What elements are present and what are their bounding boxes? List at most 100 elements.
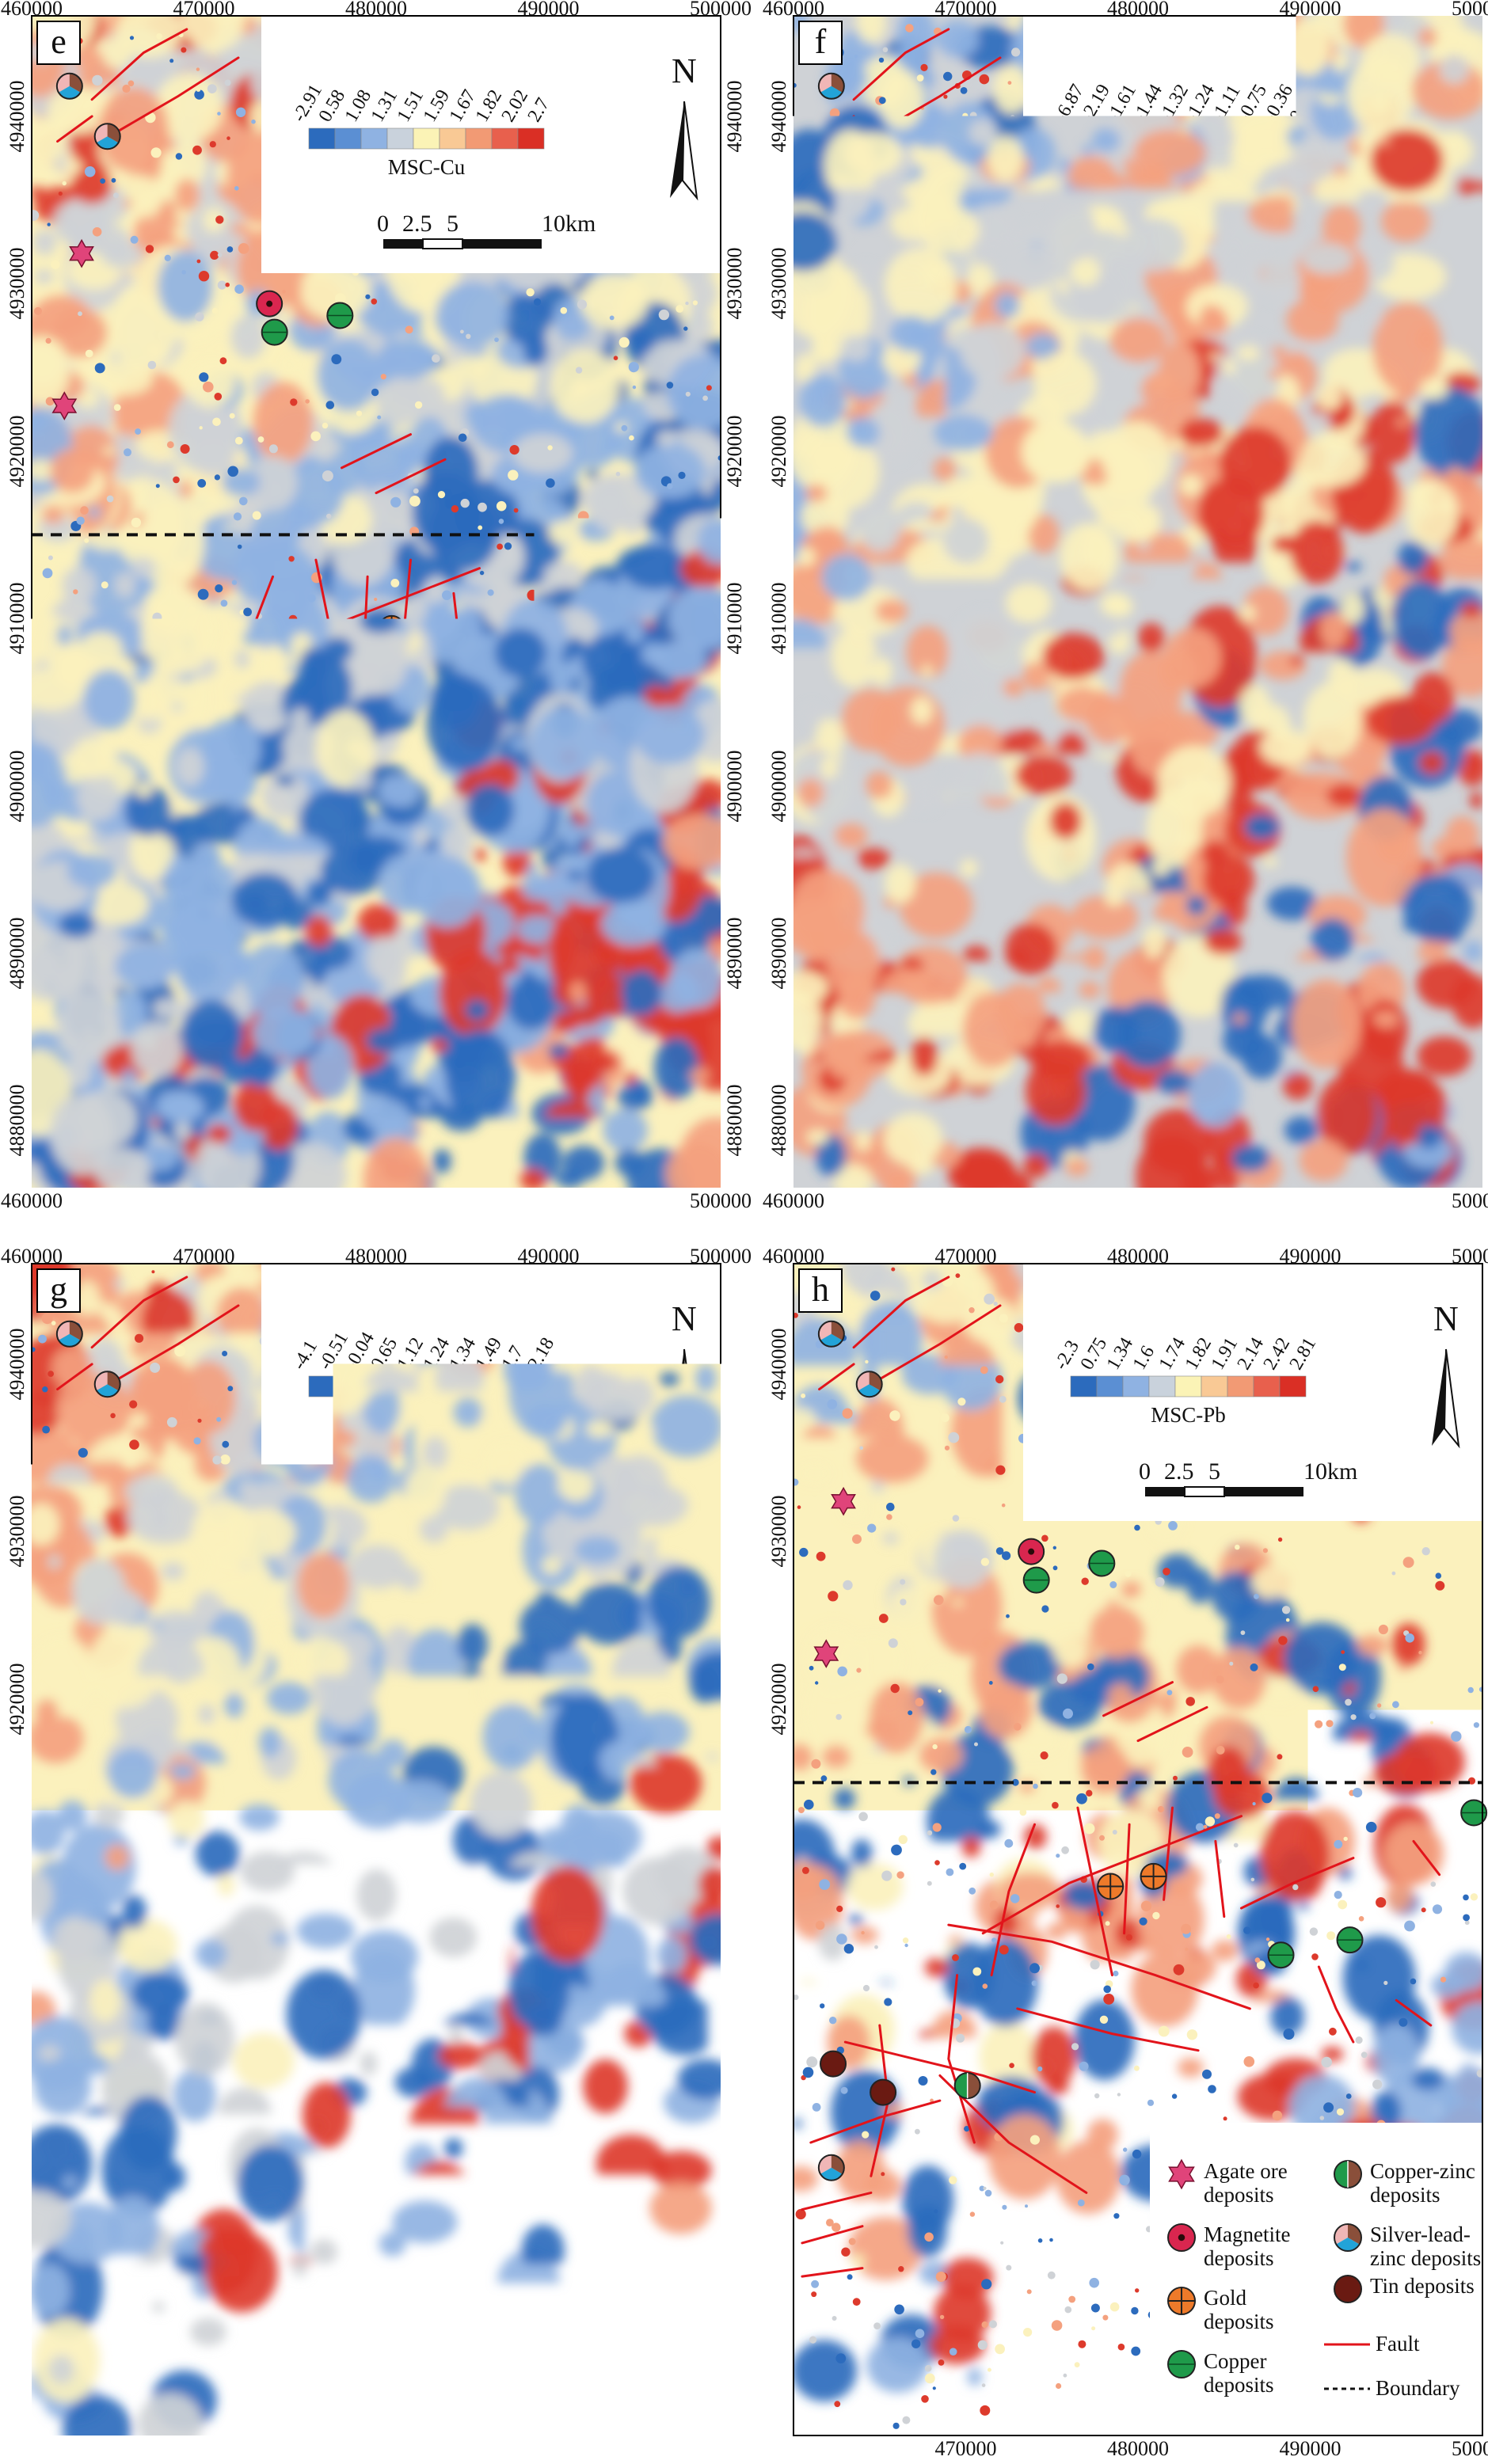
y-axis-tick-label: 4900000	[725, 750, 745, 822]
magnetite-deposit-icon	[1168, 2224, 1195, 2251]
silver_lead_zinc-deposit-icon	[819, 1321, 844, 1347]
colorbar-swatch	[1201, 128, 1227, 149]
colorbar-swatch	[1227, 1376, 1254, 1397]
colorbar-swatch	[466, 1376, 492, 1397]
x-axis-tick-label: 460000	[1, 1191, 63, 1211]
tin-deposit-icon	[1334, 1028, 1361, 1055]
legend-label-boundary: Boundary	[1376, 1128, 1459, 1152]
copper-deposit-icon	[1089, 302, 1114, 328]
colorbar-swatch	[309, 1376, 335, 1397]
legend-label-gold: Gold deposits	[1204, 1038, 1274, 1086]
gold-deposit-icon	[1168, 1040, 1195, 1067]
x-axis-tick-label: 470000	[173, 1191, 235, 1211]
legend-label-copper: Copper deposits	[442, 1101, 512, 1149]
colorbar-title: MSC-Pb	[1151, 1403, 1226, 1428]
colorbar-swatch	[335, 128, 361, 149]
colorbar-swatch	[1097, 128, 1123, 149]
y-axis-tick-label: 4930000	[725, 1496, 745, 1568]
y-axis-tick-label: 4930000	[769, 1496, 790, 1568]
north-label: N	[672, 1299, 697, 1339]
y-axis-tick-label: 4880000	[725, 1085, 745, 1157]
y-axis-tick-label: 4880000	[769, 1085, 790, 1157]
magnetite-deposit-icon	[257, 1539, 282, 1565]
colorbar-swatch	[1123, 1376, 1149, 1397]
x-axis-tick-label: 500000	[1452, 1191, 1488, 1211]
x-axis-tick-label: 500000	[690, 1191, 752, 1211]
panel-letter: h	[798, 1268, 843, 1313]
colorbar-title: MSC-Cu	[388, 155, 466, 180]
x-axis-tick-label: 460000	[1, 1246, 63, 1267]
map-panel-e: e -2.91 0.58 1.08 1.31 1.51 1.59 1.67 1.82 2.02 2.…	[32, 16, 721, 1188]
y-axis-tick-label: 4880000	[769, 2333, 790, 2405]
magnetite-deposit-icon	[406, 976, 433, 1003]
scale-bar-label: 10km	[1303, 211, 1357, 238]
scale-bar-label: 0	[1139, 1458, 1151, 1485]
map-panel-g: g -4.1 -0.51 -0.04 0.65 1.12 1.24 1.34 1.49 1.7 2.…	[32, 1264, 721, 2435]
gold-deposit-icon	[379, 616, 405, 641]
gold-deposit-icon	[406, 1040, 433, 1067]
gold-deposit-icon	[1098, 626, 1123, 652]
silver_lead_zinc-deposit-icon	[819, 907, 844, 933]
x-axis-tick-label: 480000	[345, 1246, 407, 1267]
scale-bar-label: 0	[1139, 211, 1151, 238]
copper-deposit-icon	[1269, 1942, 1294, 1968]
x-axis-tick-label: 490000	[1280, 2439, 1341, 2459]
x-axis-tick-label: 500000	[1452, 2439, 1488, 2459]
y-axis-tick-label: 4920000	[7, 1663, 28, 1735]
magnetite-deposit-icon	[1168, 976, 1195, 1003]
tin-deposit-icon	[820, 2051, 846, 2077]
y-axis-tick-label: 4910000	[725, 583, 745, 655]
magnetite-deposit-icon	[1018, 291, 1044, 317]
legend-label-tin: Tin deposits	[1370, 2274, 1475, 2298]
copper_zinc-deposit-icon	[193, 825, 219, 850]
colorbar-swatch	[518, 1376, 544, 1397]
tin-deposit-icon	[59, 2051, 84, 2077]
legend-label-silver-lead-zinc: Silver-lead- zinc deposits	[608, 2223, 719, 2270]
colorbar-title: MSC-Mo	[1147, 155, 1230, 180]
colorbar-swatch	[440, 1376, 466, 1397]
legend-label-tin: Tin deposits	[1370, 1026, 1475, 1050]
x-axis-tick-label: 490000	[1280, 1191, 1341, 1211]
legend-label-copper: Copper deposits	[442, 2349, 512, 2397]
scale-bar-label: 2.5	[1164, 1458, 1194, 1485]
tin-deposit-icon	[820, 804, 846, 829]
panel-letter: e	[36, 21, 81, 65]
x-axis-tick-label: 500000	[1452, 1246, 1488, 1267]
silver_lead_zinc-deposit-icon	[57, 74, 82, 99]
x-axis-tick-label: 480000	[345, 2439, 407, 2459]
colorbar-swatch	[1149, 128, 1175, 149]
copper-deposit-icon	[1168, 2351, 1195, 2378]
y-axis-tick-label: 4900000	[7, 1998, 28, 2070]
scale-bar-label: 5	[1208, 1458, 1220, 1485]
legend-label-fault: Fault	[1376, 1084, 1420, 1108]
legend-label-copper: Copper deposits	[1204, 1101, 1274, 1149]
y-axis-tick-label: 4900000	[769, 1998, 790, 2070]
x-axis-tick-label: 480000	[1107, 0, 1169, 19]
scale-bar-label: 5	[447, 211, 459, 238]
legend-label-gold: Gold deposits	[442, 1038, 512, 1086]
colorbar-swatch	[1227, 128, 1254, 149]
colorbar-swatch	[1097, 1376, 1123, 1397]
tin-deposit-icon	[870, 2080, 896, 2105]
x-axis-tick-label: 460000	[763, 2439, 824, 2459]
copper-deposit-icon	[1338, 679, 1363, 705]
colorbar-swatch	[1280, 128, 1306, 149]
legend-label-copper-zinc: Copper-zinc deposits	[1370, 911, 1475, 959]
scale-bar	[1145, 239, 1303, 249]
tin-deposit-icon	[59, 804, 84, 829]
x-axis-tick-label: 490000	[1280, 1246, 1341, 1267]
y-axis-tick-label: 4930000	[7, 248, 28, 320]
gold-deposit-icon	[406, 2287, 433, 2314]
y-axis-tick-label: 4890000	[769, 918, 790, 990]
copper_zinc-deposit-icon	[1334, 913, 1361, 940]
panel-letter: g	[36, 1268, 81, 1313]
x-axis-tick-label: 470000	[173, 1246, 235, 1267]
colorbar-swatch	[361, 128, 387, 149]
y-axis-tick-label: 4940000	[725, 80, 745, 152]
silver_lead_zinc-deposit-icon	[57, 907, 82, 933]
legend-label-gold: Gold deposits	[1204, 2286, 1274, 2333]
map-panel-h: h -2.3 0.75 1.34 1.6 1.74 1.82 1.91 2.14 2.42 2.81…	[793, 1264, 1482, 2435]
colorbar-swatch	[1175, 128, 1201, 149]
copper_zinc-deposit-icon	[955, 825, 980, 850]
scale-bar-label: 10km	[542, 1458, 596, 1485]
